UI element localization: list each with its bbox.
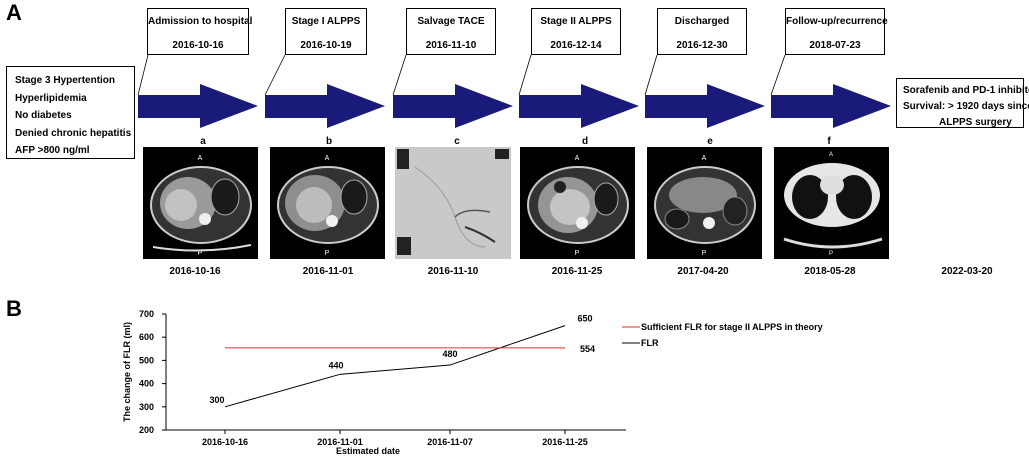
timeline-arrow: [265, 84, 385, 128]
image-label: b: [325, 136, 333, 147]
timeline-arrows: [137, 54, 891, 128]
svg-text:P: P: [702, 250, 707, 257]
outcome-box: Sorafenib and PD-1 inhibitor Survival: >…: [896, 78, 1029, 128]
y-axis-label: The change of FLR (ml): [122, 322, 132, 422]
image-date: 2018-05-28: [804, 266, 856, 277]
ct-scan-image-a: A P: [143, 147, 258, 259]
patient-info-line: Denied chronic hepatitis: [15, 127, 132, 139]
patient-info-line: Hyperlipidemia: [15, 92, 87, 104]
patient-info-line: Stage 3 Hypertention: [15, 75, 116, 86]
event-date: 2016-11-10: [425, 40, 477, 51]
outcome-line: Survival: > 1920 days since: [903, 101, 1029, 112]
legend-label: Sufficient FLR for stage II ALPPS in the…: [641, 322, 823, 332]
y-tick-label: 600: [139, 332, 154, 342]
timeline-arrow: [393, 84, 513, 128]
event-title: Stage II ALPPS: [540, 16, 612, 27]
flr-line-chart: 200 300 400 500 600 700 2016-10-16 2016-11-01 2…: [122, 309, 823, 456]
x-axis-label: Estimated date: [336, 446, 400, 456]
x-tick-label: 2016-11-01: [317, 437, 363, 447]
flr-data-label: 480: [442, 349, 457, 359]
image-date: 2016-10-16: [169, 266, 221, 277]
connector-line: [137, 54, 149, 96]
flr-data-label: 300: [209, 395, 224, 405]
connector-line: [518, 54, 532, 96]
ct-scan-image-e: A P: [647, 147, 762, 259]
y-tick-label: 400: [139, 379, 154, 389]
event-title: Follow-up/recurrence: [786, 16, 888, 27]
patient-info-line: No diabetes: [15, 110, 72, 121]
svg-text:A: A: [575, 155, 580, 162]
y-tick-label: 700: [139, 309, 154, 319]
ct-scan-image-b: A P: [270, 147, 385, 259]
patient-info-line: AFP >800 ng/ml: [15, 145, 90, 156]
image-date: 2016-11-01: [302, 266, 354, 277]
event-title: Discharged: [674, 16, 730, 27]
flr-series-line: [224, 325, 566, 408]
image-label: c: [454, 136, 460, 147]
flr-data-label: 440: [328, 360, 343, 370]
connector-line: [770, 54, 786, 96]
image-label: f: [827, 136, 831, 147]
event-title: Stage I ALPPS: [291, 16, 361, 27]
event-box-followup: Follow-up/recurrence 2018-07-23: [785, 8, 888, 55]
x-tick-label: 2016-11-07: [427, 437, 473, 447]
panel-b-letter: B: [6, 296, 22, 321]
y-tick-label: 300: [139, 402, 154, 412]
svg-text:A: A: [829, 152, 833, 158]
flr-data-label: 650: [577, 314, 592, 324]
event-box-stage2: Stage II ALPPS 2016-12-14: [531, 8, 621, 55]
event-date: 2016-10-16: [172, 40, 224, 51]
svg-text:A: A: [325, 155, 330, 162]
legend-label: FLR: [641, 338, 659, 348]
event-box-admission: Admission to hospital 2016-10-16: [147, 8, 253, 55]
outcome-line: Sorafenib and PD-1 inhibitor: [903, 85, 1029, 96]
y-tick-label: 200: [139, 425, 154, 435]
panel-a-letter: A: [6, 0, 22, 25]
threshold-data-label: 554: [580, 344, 595, 354]
image-date: 2016-11-10: [427, 266, 479, 277]
svg-text:P: P: [575, 250, 580, 257]
timeline-arrow: [645, 84, 765, 128]
x-tick-label: 2016-11-25: [542, 437, 588, 447]
svg-text:P: P: [829, 251, 833, 257]
final-date: 2022-03-20: [941, 266, 993, 277]
timeline-arrow: [771, 84, 891, 128]
event-box-stage1: Stage I ALPPS 2016-10-19: [285, 8, 367, 55]
image-date: 2016-11-25: [551, 266, 603, 277]
image-label: d: [581, 136, 589, 147]
x-tick-label: 2016-10-16: [202, 437, 248, 447]
outcome-line: ALPPS surgery: [939, 117, 1012, 128]
event-date: 2016-12-14: [550, 40, 602, 51]
event-title: Salvage TACE: [417, 16, 485, 27]
y-tick-label: 500: [139, 355, 154, 365]
svg-text:A: A: [702, 155, 707, 162]
angiography-image-c: [395, 147, 511, 259]
connector-line: [392, 54, 407, 96]
svg-text:A: A: [198, 155, 203, 162]
timeline-arrow: [138, 84, 258, 128]
ct-scan-image-d: A P: [520, 147, 635, 259]
event-box-discharged: Discharged 2016-12-30: [657, 8, 747, 55]
event-date: 2016-12-30: [676, 40, 728, 51]
event-title: Admission to hospital: [148, 16, 253, 27]
image-label: a: [200, 136, 206, 147]
event-box-tace: Salvage TACE 2016-11-10: [406, 8, 496, 55]
timeline-arrow: [519, 84, 639, 128]
patient-info-box: Stage 3 Hypertention Hyperlipidemia No d…: [6, 66, 135, 159]
chart-legend: Sufficient FLR for stage II ALPPS in the…: [622, 322, 823, 348]
connector-line: [644, 54, 658, 96]
event-date: 2016-10-19: [300, 40, 352, 51]
event-date: 2018-07-23: [809, 40, 861, 51]
svg-text:P: P: [325, 250, 330, 257]
connector-line: [264, 54, 286, 96]
image-label: e: [707, 136, 713, 147]
svg-text:P: P: [198, 250, 203, 257]
ct-chest-image-f: A P: [774, 147, 889, 259]
image-date: 2017-04-20: [677, 266, 729, 277]
